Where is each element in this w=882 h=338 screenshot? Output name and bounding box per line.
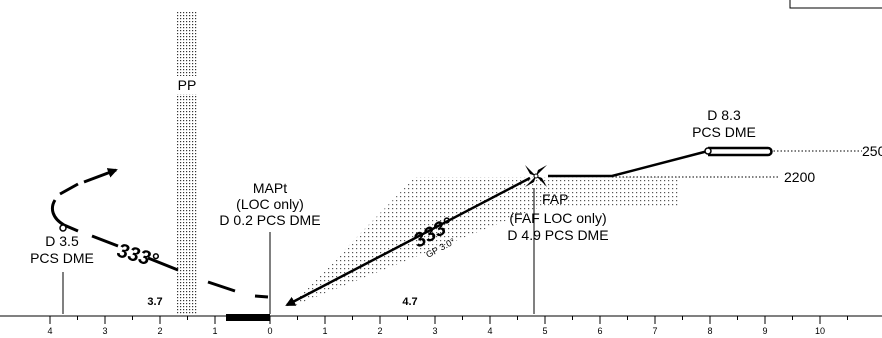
mapt-label-2: (LOC only) (236, 196, 304, 212)
runway-bar (226, 314, 270, 321)
axis-tick-label: 1 (322, 326, 327, 336)
corner-box (789, 0, 882, 9)
missed-approach-path (50, 182, 269, 299)
d35-fix-circle (59, 224, 67, 232)
axis-tick-label: 2 (377, 326, 382, 336)
d35-label-2: PCS DME (30, 250, 94, 266)
pp-label: PP (178, 77, 197, 93)
axis-tick-label: 5 (542, 326, 547, 336)
axis-tick-label: 6 (597, 326, 602, 336)
axis-tick-label: 9 (762, 326, 767, 336)
pp-label-bg (173, 76, 203, 94)
axis-tick-label: 7 (652, 326, 657, 336)
intermediate-segment (548, 149, 709, 178)
axis-tick-label: 3 (432, 326, 437, 336)
pp-column (176, 12, 198, 314)
glidepath-obstacle-area (288, 177, 680, 308)
mapt-label-1: MAPt (253, 180, 287, 196)
axis-tick-label: 1 (212, 326, 217, 336)
axis-tick-label: 10 (815, 326, 825, 336)
fap-label-1: FAP (542, 191, 568, 207)
fap-label-3: D 4.9 PCS DME (507, 227, 608, 243)
axis-tick-label: 0 (267, 326, 272, 336)
axis-tick-label: 4 (487, 326, 492, 336)
axis-tick-label: 8 (707, 326, 712, 336)
alt-2200-label: 2200 (784, 169, 815, 185)
alt-2500-label: 2500 (862, 143, 882, 159)
dist-right-label: 4.7 (402, 296, 417, 308)
dist-left-label: 3.7 (147, 296, 162, 308)
missed-approach-arrow (83, 168, 118, 184)
d35-label-1: D 3.5 (45, 233, 79, 249)
axis-tick-label: 2 (157, 326, 162, 336)
final-approach-line (285, 176, 531, 307)
fap-cross-icon (525, 165, 547, 187)
d83-label-2: PCS DME (692, 124, 756, 140)
axis-tick-label: 4 (47, 326, 52, 336)
fap-label-2: (FAF LOC only) (509, 210, 606, 226)
mapt-label-3: D 0.2 PCS DME (219, 212, 320, 228)
d83-racetrack (708, 146, 773, 157)
axis-ticks: 4 3 2 1 0 1 2 3 4 5 6 7 8 9 10 (47, 316, 848, 336)
d83-fix-circle (704, 147, 712, 155)
course-missed-label: 333° (115, 240, 162, 273)
axis-tick-label: 3 (102, 326, 107, 336)
d83-label-1: D 8.3 (707, 107, 741, 123)
